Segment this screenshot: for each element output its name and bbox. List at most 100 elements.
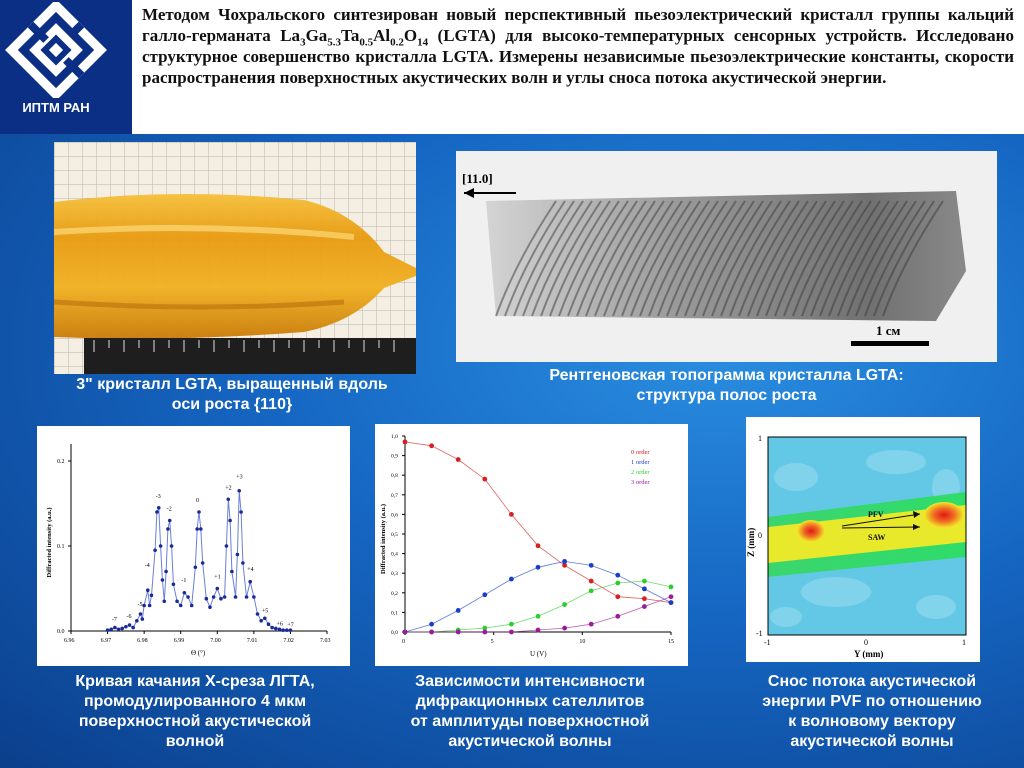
series-point xyxy=(509,629,514,635)
rocking-point xyxy=(127,623,132,627)
series-point xyxy=(535,564,541,570)
rocking-point xyxy=(237,488,242,493)
rocking-point xyxy=(193,565,198,570)
y-tick-label: 0,8 xyxy=(391,473,398,479)
pvf-y-tick: 1 xyxy=(758,434,762,443)
series-point xyxy=(642,596,647,602)
rocking-point xyxy=(230,569,234,574)
pvf-x-tick: -1 xyxy=(764,638,771,647)
peak-label: -3 xyxy=(156,494,161,500)
y-tick-label: 0.1 xyxy=(57,544,65,550)
series-point xyxy=(509,576,514,582)
x-tick-label: 7.02 xyxy=(283,638,294,644)
rocking-point xyxy=(233,595,238,599)
rocking-point xyxy=(208,605,212,609)
rocking-point xyxy=(255,612,260,616)
rocking-point xyxy=(197,510,201,514)
peak-label: -1 xyxy=(181,578,186,584)
rocking-point xyxy=(200,561,205,565)
rocking-point xyxy=(175,599,179,604)
peak-label: +3 xyxy=(236,474,242,480)
series-point xyxy=(562,559,567,564)
legend-entry: 3 order xyxy=(631,479,650,486)
series-line xyxy=(405,580,672,633)
y-tick-label: 0,0 xyxy=(391,630,398,636)
topogram-caption: Рентгеновская топограмма кристалла LGTA:… xyxy=(456,366,997,406)
rocking-point xyxy=(281,628,285,632)
diffraction-caption-line: Зависимости интенсивности xyxy=(415,673,645,690)
series-point xyxy=(429,443,434,449)
rocking-caption-line: промодулированного 4 мкм xyxy=(83,693,307,710)
rocking-point xyxy=(138,612,143,616)
peak-label: -4 xyxy=(145,563,150,569)
series-point xyxy=(562,602,567,607)
series-point xyxy=(615,572,621,578)
diffraction-caption-line: акустической волны xyxy=(448,733,612,750)
y-tick-label: 0,9 xyxy=(391,454,398,460)
rocking-point xyxy=(146,588,150,592)
rocking-point xyxy=(164,569,168,574)
pvf-x-tick: 1 xyxy=(962,638,966,647)
series-point xyxy=(588,562,594,568)
logo-emblem-icon xyxy=(2,2,110,98)
series-point xyxy=(562,562,567,568)
series-point xyxy=(402,629,408,635)
rocking-point xyxy=(131,625,135,630)
y-tick-label: 0,4 xyxy=(391,552,398,558)
pvf-caption: Снос потока акустической энергии PVF по … xyxy=(730,672,1014,752)
series-point xyxy=(588,588,594,594)
x-tick-label: 6.99 xyxy=(174,638,185,644)
pvf-caption-line: энергии PVF по отношению xyxy=(762,693,982,710)
series-point xyxy=(402,439,408,445)
x-tick-label: 7.00 xyxy=(210,638,221,644)
rocking-point xyxy=(105,628,110,632)
rocking-point xyxy=(226,497,231,502)
y-tick-label: 0,1 xyxy=(391,610,398,616)
series-point xyxy=(588,621,594,627)
peak-label: -7 xyxy=(112,617,117,623)
diffraction-caption-line: дифракционных сателлитов xyxy=(415,693,645,710)
rocking-point xyxy=(113,625,117,630)
peak-label: -5 xyxy=(137,602,142,608)
y-tick-label: 0,3 xyxy=(391,571,398,577)
peak-label: +7 xyxy=(287,622,293,628)
saw-label: SAW xyxy=(868,533,885,542)
rocking-point xyxy=(116,627,121,632)
series-point xyxy=(642,586,647,592)
series-point xyxy=(615,594,621,600)
series-point xyxy=(509,512,514,517)
rocking-caption-line: поверхностной акустической xyxy=(78,713,312,730)
photo-caption-line: оси роста {110} xyxy=(171,396,293,413)
rocking-point xyxy=(147,603,152,608)
peak-label: +2 xyxy=(225,485,231,491)
series-point xyxy=(482,476,488,482)
rocking-point xyxy=(252,595,256,599)
y-tick-label: 1,0 xyxy=(391,434,398,440)
rocking-point xyxy=(224,544,229,548)
rocking-point xyxy=(155,510,159,514)
x-tick-label: 6.97 xyxy=(101,638,112,644)
series-point xyxy=(455,457,461,462)
rocking-point xyxy=(274,626,278,631)
chemical-formula: La3Ga5.3Ta0.5Al0.2O14 xyxy=(280,26,429,49)
direction-label: [11.0] xyxy=(462,171,493,186)
rocking-point xyxy=(178,603,183,608)
logo-label: ИПТМ РАН xyxy=(22,100,90,115)
intro-part-2: (LGTA) для высоко-температурных сенсорны… xyxy=(142,26,1014,87)
rocking-point xyxy=(169,544,174,548)
pvf-y-tick: -1 xyxy=(756,629,763,638)
series-point xyxy=(535,627,541,633)
series-point xyxy=(615,580,621,586)
peak-label: +6 xyxy=(276,621,282,627)
rocking-point xyxy=(140,617,145,621)
rocking-point xyxy=(135,619,139,623)
pvf-caption-line: Снос потока акустической xyxy=(767,673,977,690)
y-tick-label: 0,6 xyxy=(391,512,398,518)
topogram-caption-line: структура полос роста xyxy=(636,387,817,404)
rocking-point xyxy=(204,596,209,601)
rocking-point xyxy=(215,586,220,591)
x-axis-label: U (V) xyxy=(530,650,547,658)
y-tick-label: 0,2 xyxy=(391,591,398,597)
pfv-label: PFV xyxy=(868,510,884,519)
legend-entry: 1 order xyxy=(631,459,650,466)
